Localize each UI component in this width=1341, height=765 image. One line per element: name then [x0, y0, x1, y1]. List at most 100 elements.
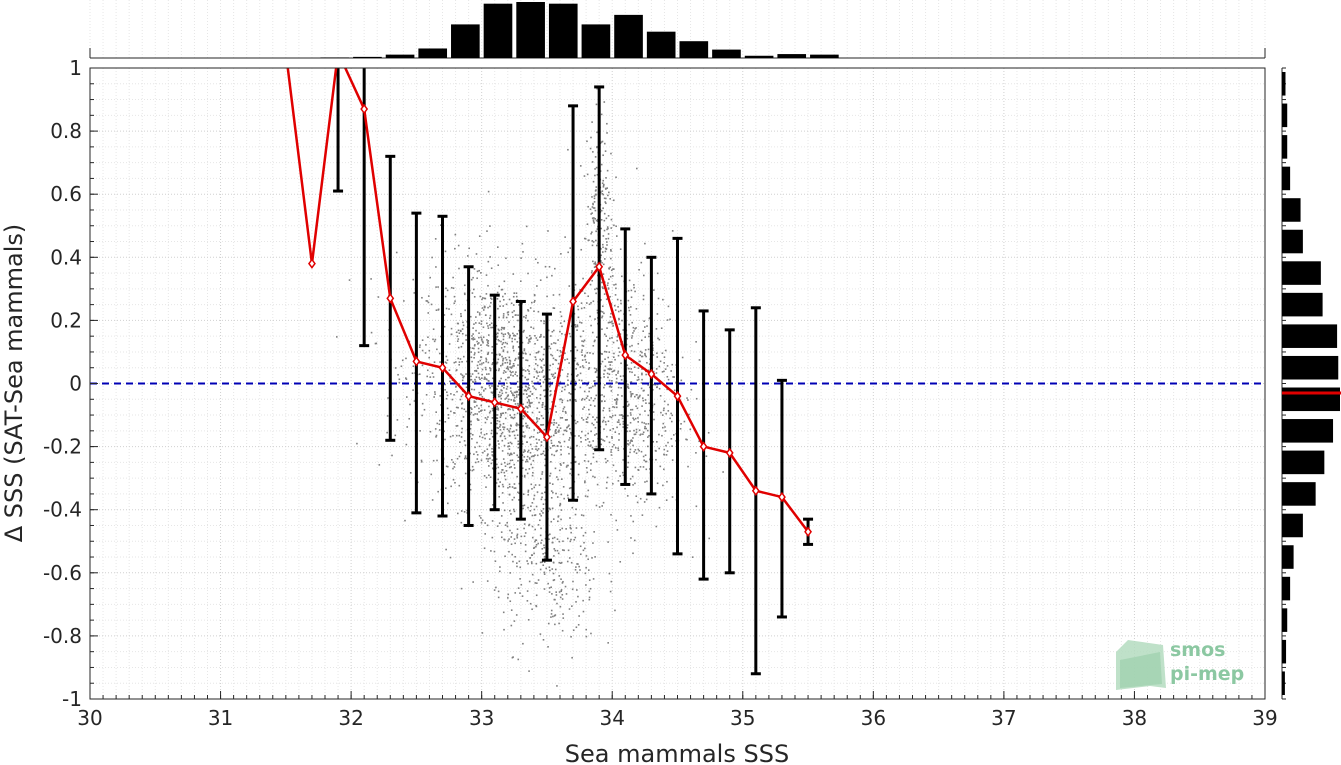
scatter-point	[484, 533, 486, 535]
scatter-point	[553, 377, 555, 379]
scatter-point	[519, 592, 521, 594]
scatter-point	[554, 405, 557, 408]
scatter-point	[609, 266, 612, 269]
scatter-point	[543, 561, 546, 563]
scatter-point	[418, 346, 421, 348]
scatter-point	[612, 268, 614, 270]
scatter-point	[600, 438, 603, 441]
scatter-point	[536, 491, 539, 493]
scatter-point	[641, 421, 643, 424]
scatter-point	[560, 453, 562, 456]
scatter-point	[640, 339, 643, 342]
scatter-point	[616, 426, 618, 429]
scatter-point	[521, 595, 524, 597]
scatter-point	[652, 440, 655, 443]
scatter-point	[452, 478, 455, 481]
scatter-point	[489, 305, 491, 308]
scatter-point	[573, 456, 576, 458]
scatter-point	[501, 483, 504, 486]
scatter-point	[526, 441, 528, 443]
scatter-point	[591, 161, 594, 163]
scatter-point	[484, 437, 486, 440]
scatter-point	[627, 289, 630, 292]
scatter-point	[601, 353, 603, 355]
scatter-point	[472, 414, 475, 416]
scatter-point	[642, 390, 645, 392]
scatter-point	[465, 457, 468, 460]
scatter-point	[488, 438, 491, 440]
scatter-point	[583, 398, 586, 401]
scatter-point	[688, 413, 690, 416]
scatter-point	[515, 424, 517, 426]
scatter-point	[595, 368, 598, 370]
scatter-point	[522, 331, 525, 333]
scatter-point	[562, 613, 564, 615]
scatter-point	[560, 509, 563, 511]
scatter-point	[529, 451, 532, 454]
scatter-point	[559, 504, 561, 507]
scatter-point	[501, 288, 504, 291]
scatter-point	[517, 443, 519, 446]
scatter-point	[537, 350, 540, 353]
scatter-point	[621, 319, 623, 322]
scatter-point	[563, 388, 566, 391]
scatter-point	[620, 275, 623, 278]
scatter-point	[411, 372, 414, 375]
scatter-point	[473, 353, 476, 356]
scatter-point	[348, 279, 351, 281]
scatter-point	[494, 560, 497, 563]
scatter-point	[439, 361, 441, 363]
scatter-point	[550, 373, 553, 376]
scatter-point	[637, 421, 640, 423]
scatter-point	[664, 349, 667, 352]
scatter-point	[621, 417, 624, 420]
scatter-point	[606, 241, 608, 243]
scatter-point	[637, 367, 640, 369]
scatter-point	[438, 429, 441, 431]
scatter-point	[527, 619, 530, 621]
scatter-point	[480, 349, 483, 352]
scatter-point	[643, 427, 646, 430]
scatter-point	[514, 357, 517, 360]
scatter-point	[526, 560, 528, 562]
scatter-point	[432, 328, 435, 331]
scatter-point	[580, 436, 582, 439]
scatter-point	[633, 539, 636, 542]
scatter-point	[446, 394, 449, 397]
scatter-point	[516, 536, 519, 539]
scatter-point	[435, 286, 437, 288]
scatter-point	[529, 602, 532, 605]
scatter-point	[499, 423, 502, 426]
scatter-point	[588, 408, 590, 411]
x-tick-label: 38	[1122, 706, 1147, 730]
scatter-point	[600, 113, 603, 116]
scatter-point	[481, 373, 484, 376]
scatter-point	[559, 529, 561, 531]
scatter-point	[517, 404, 520, 407]
scatter-point	[513, 413, 516, 416]
scatter-point	[645, 498, 648, 501]
scatter-point	[526, 460, 529, 463]
scatter-point	[498, 485, 500, 488]
scatter-point	[513, 620, 516, 622]
scatter-point	[642, 399, 645, 402]
scatter-point	[460, 330, 462, 333]
scatter-point	[499, 435, 502, 438]
scatter-point	[515, 422, 518, 425]
scatter-point	[632, 484, 634, 486]
scatter-point	[484, 314, 487, 317]
scatter-point	[551, 330, 554, 333]
scatter-point	[517, 393, 520, 396]
scatter-point	[583, 306, 586, 309]
scatter-point	[435, 266, 437, 268]
scatter-point	[673, 376, 675, 378]
scatter-point	[596, 87, 598, 90]
scatter-point	[509, 414, 511, 416]
scatter-point	[530, 301, 533, 304]
scatter-point	[526, 590, 529, 592]
scatter-point	[596, 146, 598, 149]
scatter-point	[552, 307, 555, 309]
right-hist-bar	[1282, 450, 1325, 475]
scatter-point	[502, 485, 505, 488]
scatter-point	[506, 351, 509, 353]
